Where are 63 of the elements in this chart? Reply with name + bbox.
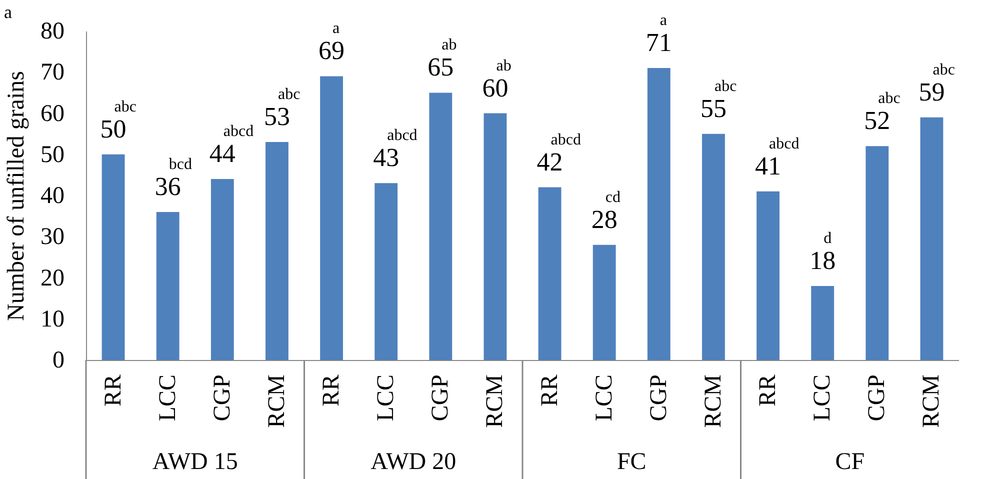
data-label: 65 xyxy=(428,52,454,82)
x-tick-label: CGP xyxy=(428,374,454,422)
y-tick-label: 10 xyxy=(40,306,64,332)
data-label: 41 xyxy=(755,151,782,180)
annotation: ab xyxy=(442,36,457,54)
y-tick-label: 0 xyxy=(52,348,64,374)
data-label: 44 xyxy=(209,139,236,168)
x-tick-label: RR xyxy=(100,374,126,407)
annotation: abcd xyxy=(769,135,800,152)
x-tick-label: LCC xyxy=(154,374,181,422)
data-label: 42 xyxy=(536,147,563,176)
y-tick-label: 70 xyxy=(40,60,64,86)
x-tick-label: RCM xyxy=(264,374,290,428)
annotation: abcd xyxy=(387,127,418,144)
data-label: 18 xyxy=(810,246,836,275)
data-label: 43 xyxy=(373,143,400,172)
annotation: abc xyxy=(278,86,300,104)
y-tick-label: 40 xyxy=(40,183,64,209)
annotation: d xyxy=(824,230,832,247)
text: a xyxy=(660,12,668,30)
data-label: 71 xyxy=(646,28,672,58)
annotation: abc xyxy=(932,61,955,78)
x-tick-label: RCM xyxy=(918,374,945,428)
x-tick-label: RR xyxy=(755,374,782,407)
y-tick-label: 20 xyxy=(40,265,64,292)
data-label: 59 xyxy=(918,77,945,106)
annotation: abc xyxy=(114,98,136,116)
annotation: abc xyxy=(714,78,737,95)
annotation: ab xyxy=(496,57,512,74)
data-label: 55 xyxy=(700,94,726,123)
x-tick-label: LCC xyxy=(810,374,836,422)
y-tick-label: 50 xyxy=(40,142,64,168)
x-tick-label: CGP xyxy=(209,374,236,422)
x-tick-label: RR xyxy=(536,374,563,407)
y-tick-label: 80 xyxy=(40,18,64,44)
text: FC xyxy=(616,449,646,475)
annotation: abcd xyxy=(550,131,581,148)
chart-title: a xyxy=(4,2,12,22)
x-tick-label: CGP xyxy=(864,374,890,422)
y-tick-label: 60 xyxy=(40,100,64,127)
text: AWD 20 xyxy=(370,449,456,475)
data-label: 28 xyxy=(591,204,618,234)
x-tick-label: RCM xyxy=(482,374,508,428)
data-label: 36 xyxy=(154,172,181,201)
x-tick-label: CGP xyxy=(646,374,672,422)
text: AWD 15 xyxy=(152,449,238,475)
y-tick-label: 30 xyxy=(40,224,64,250)
text: CF xyxy=(835,449,865,475)
x-tick-label: RCM xyxy=(700,374,726,428)
x-tick-label: LCC xyxy=(373,374,400,422)
annotation: abcd xyxy=(223,123,254,140)
data-label: 69 xyxy=(318,36,345,66)
data-label: 60 xyxy=(482,73,508,102)
annotation: abc xyxy=(878,90,900,108)
annotation: cd xyxy=(605,188,620,206)
data-label: 53 xyxy=(264,102,290,132)
x-tick-label: LCC xyxy=(591,374,618,422)
annotation: a xyxy=(332,20,340,38)
annotation: bcd xyxy=(168,156,192,173)
y-axis-title: Number of unfilled grains xyxy=(4,71,30,321)
x-tick-label: RR xyxy=(318,374,345,407)
data-label: 52 xyxy=(864,106,890,136)
data-label: 50 xyxy=(100,114,126,144)
